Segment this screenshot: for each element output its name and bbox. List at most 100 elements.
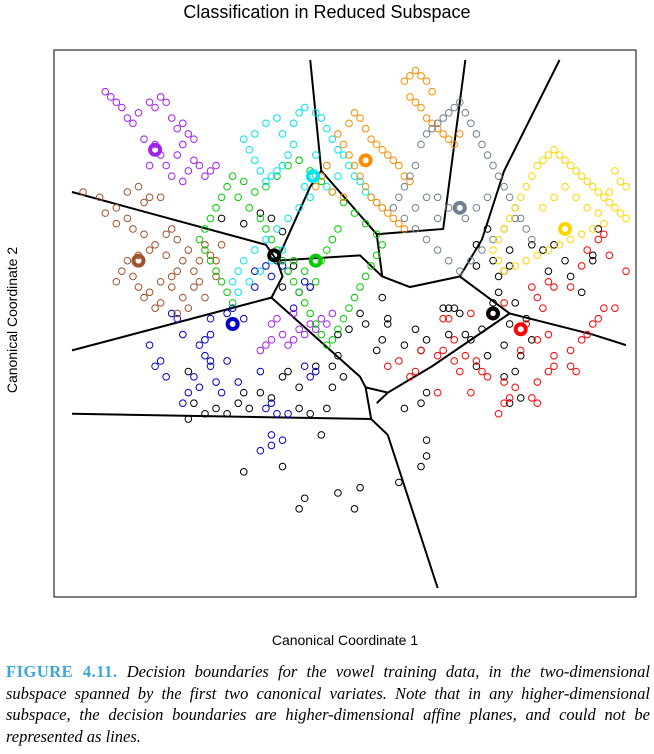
data-point xyxy=(456,367,464,376)
decision-boundary-9 xyxy=(458,59,561,277)
data-point xyxy=(195,161,204,170)
data-point xyxy=(112,204,121,212)
data-point xyxy=(228,277,237,286)
data-point xyxy=(561,256,569,265)
data-point xyxy=(356,114,364,122)
figure-caption-text: Decision boundaries for the vowel traini… xyxy=(6,662,651,746)
data-point xyxy=(328,309,337,318)
data-point xyxy=(439,130,447,138)
data-point xyxy=(289,119,298,128)
data-point xyxy=(228,304,237,312)
data-point xyxy=(594,209,603,217)
data-point xyxy=(223,309,231,318)
data-point xyxy=(101,209,110,217)
data-point xyxy=(300,494,309,503)
data-point xyxy=(228,172,237,180)
data-point xyxy=(494,409,503,418)
data-point xyxy=(478,140,486,149)
data-point xyxy=(206,167,215,175)
data-point xyxy=(572,193,580,202)
data-point xyxy=(306,320,315,328)
decision-boundary-7 xyxy=(376,59,467,236)
data-point xyxy=(145,193,154,202)
data-point xyxy=(422,114,431,122)
data-point xyxy=(256,367,265,376)
data-point xyxy=(367,193,375,202)
data-point xyxy=(533,293,542,302)
data-point xyxy=(212,272,220,281)
data-point xyxy=(295,383,303,392)
data-point xyxy=(273,225,281,233)
data-point xyxy=(300,182,309,191)
data-point xyxy=(184,367,193,376)
data-point xyxy=(184,415,193,423)
data-point xyxy=(433,214,442,223)
data-point xyxy=(605,198,614,207)
data-point xyxy=(356,309,364,318)
data-point xyxy=(217,388,226,397)
data-point xyxy=(467,256,475,265)
data-point xyxy=(444,109,453,117)
data-point xyxy=(101,87,110,96)
data-point xyxy=(201,336,209,344)
data-point xyxy=(411,98,420,107)
data-point xyxy=(79,188,87,196)
data-point xyxy=(572,167,580,175)
data-point xyxy=(489,246,497,254)
data-point xyxy=(251,188,259,196)
data-point xyxy=(140,293,148,302)
data-point xyxy=(383,151,392,159)
decision-boundary-13 xyxy=(71,387,373,421)
data-point xyxy=(173,124,182,133)
data-point xyxy=(173,314,182,323)
data-point xyxy=(323,246,331,254)
data-point xyxy=(300,299,309,307)
data-point xyxy=(239,135,248,143)
data-point xyxy=(317,330,326,339)
data-point xyxy=(561,156,569,165)
data-point xyxy=(278,246,287,254)
data-point xyxy=(278,283,287,291)
data-point xyxy=(278,161,287,170)
data-point xyxy=(156,93,165,101)
data-point xyxy=(311,362,320,371)
data-point xyxy=(206,214,215,223)
data-point xyxy=(162,373,170,381)
data-point xyxy=(134,182,143,191)
data-point xyxy=(273,409,281,418)
data-point xyxy=(145,288,154,297)
data-point xyxy=(433,193,442,202)
data-point xyxy=(206,251,215,260)
data-point xyxy=(129,272,137,281)
data-point xyxy=(179,119,187,128)
data-point xyxy=(289,262,298,270)
data-point xyxy=(422,336,431,344)
data-point xyxy=(417,399,425,408)
data-point xyxy=(345,151,353,159)
data-point xyxy=(256,209,265,217)
data-point xyxy=(212,204,220,212)
data-point xyxy=(184,388,193,397)
data-point xyxy=(450,304,459,312)
data-point xyxy=(156,357,165,365)
data-point xyxy=(566,362,575,371)
data-point xyxy=(273,167,281,175)
data-point xyxy=(505,214,514,223)
decision-boundary-0 xyxy=(71,191,278,262)
data-point xyxy=(450,336,459,344)
data-point xyxy=(505,262,514,270)
data-point xyxy=(267,399,276,408)
data-point xyxy=(544,151,553,159)
data-point xyxy=(345,325,353,334)
class-centroid-7 xyxy=(305,169,320,184)
data-point xyxy=(350,161,359,170)
data-point xyxy=(600,219,608,228)
data-point xyxy=(411,367,420,376)
data-point xyxy=(239,468,248,476)
data-point xyxy=(406,177,414,186)
data-point xyxy=(328,235,337,244)
data-point xyxy=(500,378,508,386)
data-point xyxy=(417,103,425,112)
data-point xyxy=(300,277,309,286)
data-point xyxy=(156,299,165,307)
